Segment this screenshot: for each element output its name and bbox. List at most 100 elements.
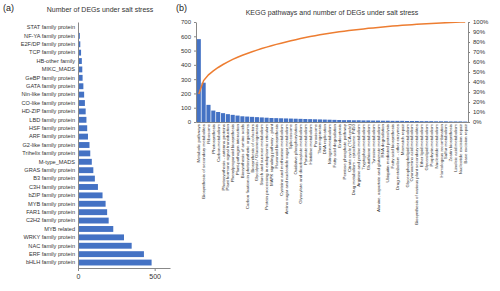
tick-label: 60%: [473, 59, 486, 65]
bar: [260, 117, 264, 122]
bar: [415, 121, 419, 122]
bar: [197, 39, 201, 122]
tick-label: C3H family protein: [29, 184, 75, 190]
bar: [289, 119, 293, 122]
tick-label: 0: [77, 273, 81, 280]
tick-label: C2H2 family protein: [26, 217, 75, 223]
y-axis-line: [196, 23, 197, 123]
bar: [206, 105, 210, 122]
tick-mark: [468, 82, 470, 83]
tick-label: HB-other family: [36, 58, 75, 64]
tick-label: HD-ZIP family protein: [22, 108, 75, 114]
tick-label: 20%: [473, 99, 486, 105]
tick: ERF family protein: [29, 251, 78, 257]
tick: 100: [181, 105, 196, 111]
bar: [342, 120, 346, 122]
tick: 40%: [468, 79, 486, 85]
y-axis: STAT family proteinNF-YA family proteinE…: [21, 23, 79, 269]
y-axis-line: [78, 23, 79, 269]
tick: 50%: [468, 69, 486, 75]
bar: [439, 121, 443, 122]
bar: [371, 121, 375, 122]
tick-mark: [468, 92, 470, 93]
bar: [216, 112, 220, 122]
bar: [332, 120, 336, 122]
tick: bHLH family protein: [26, 259, 78, 265]
bar: [274, 118, 278, 122]
tick: Trihelix family protein: [22, 150, 78, 156]
bar: [78, 243, 132, 249]
bars: [78, 25, 152, 266]
bar: [303, 119, 307, 122]
bar: [78, 150, 90, 156]
bar: [284, 118, 288, 122]
bar: [449, 121, 453, 122]
tick: 700: [181, 19, 196, 25]
tick-mark: [468, 42, 470, 43]
x-axis: 0 500: [77, 268, 171, 280]
x-axis-line: [79, 268, 171, 269]
tick: M-type_MADS: [39, 159, 78, 165]
tick: Nin-like family protein: [22, 91, 78, 97]
bar: [78, 134, 88, 140]
tick: 500: [149, 268, 161, 280]
tick-mark: [194, 122, 196, 123]
tick: 200: [181, 91, 196, 97]
bar: [337, 120, 341, 122]
tick: GATA family protein: [26, 83, 78, 89]
tick: FAR1 family protein: [26, 209, 78, 215]
chart-title: Number of DEGs under salt stress: [47, 6, 154, 13]
bar: [323, 120, 327, 122]
bar: [386, 121, 390, 122]
tick-label: GRAS family protein: [24, 167, 75, 173]
bar: [269, 118, 273, 122]
bar: [400, 121, 404, 122]
tick: 90%: [468, 29, 486, 35]
tick-label: 500: [181, 48, 192, 54]
tick-mark: [155, 268, 156, 271]
tick: 400: [181, 62, 196, 68]
bar: [231, 115, 235, 122]
tick-label: 500: [149, 273, 161, 280]
tick: HD-ZIP family protein: [22, 108, 78, 114]
tick: C2H2 family protein: [26, 217, 78, 223]
bar: [250, 117, 254, 122]
bar: [78, 251, 144, 257]
tick-mark: [194, 36, 196, 37]
bar: [318, 119, 322, 122]
tick: C3H family protein: [29, 184, 78, 190]
tick-label: NAC family protein: [28, 243, 75, 249]
x-axis-line: [197, 122, 469, 123]
tick-label: Base excision repair: [463, 123, 468, 163]
panel-label: (a): [3, 3, 14, 13]
bar: [78, 125, 87, 131]
tick: LBD family protein: [29, 117, 78, 123]
bar: [420, 121, 424, 122]
tick-mark: [194, 93, 196, 94]
bar: [294, 119, 298, 122]
tick-label: TCP family protein: [29, 49, 75, 55]
tick-label: GeBP family protein: [25, 75, 75, 81]
bar: [78, 176, 95, 182]
bar: [361, 120, 365, 122]
bar-series: [197, 39, 468, 122]
bar: [458, 121, 462, 122]
tick-label: 100%: [473, 19, 489, 25]
bar: [308, 119, 312, 122]
bar: [240, 116, 244, 122]
bar: [78, 209, 107, 215]
tick: 0: [77, 268, 81, 280]
tick: MYB related: [44, 226, 78, 232]
tick-mark: [468, 22, 470, 23]
tick: 600: [181, 34, 196, 40]
tick-label: 70%: [473, 49, 486, 55]
tick-label: Nin-like family protein: [22, 91, 75, 97]
tick-label: STAT family protein: [27, 24, 75, 30]
tick-mark: [468, 52, 470, 53]
tick: GRAS family protein: [24, 167, 78, 173]
tick: 80%: [468, 39, 486, 45]
bar: [410, 121, 414, 122]
bar: [429, 121, 433, 122]
bar: [298, 119, 302, 122]
bar: [78, 184, 98, 190]
